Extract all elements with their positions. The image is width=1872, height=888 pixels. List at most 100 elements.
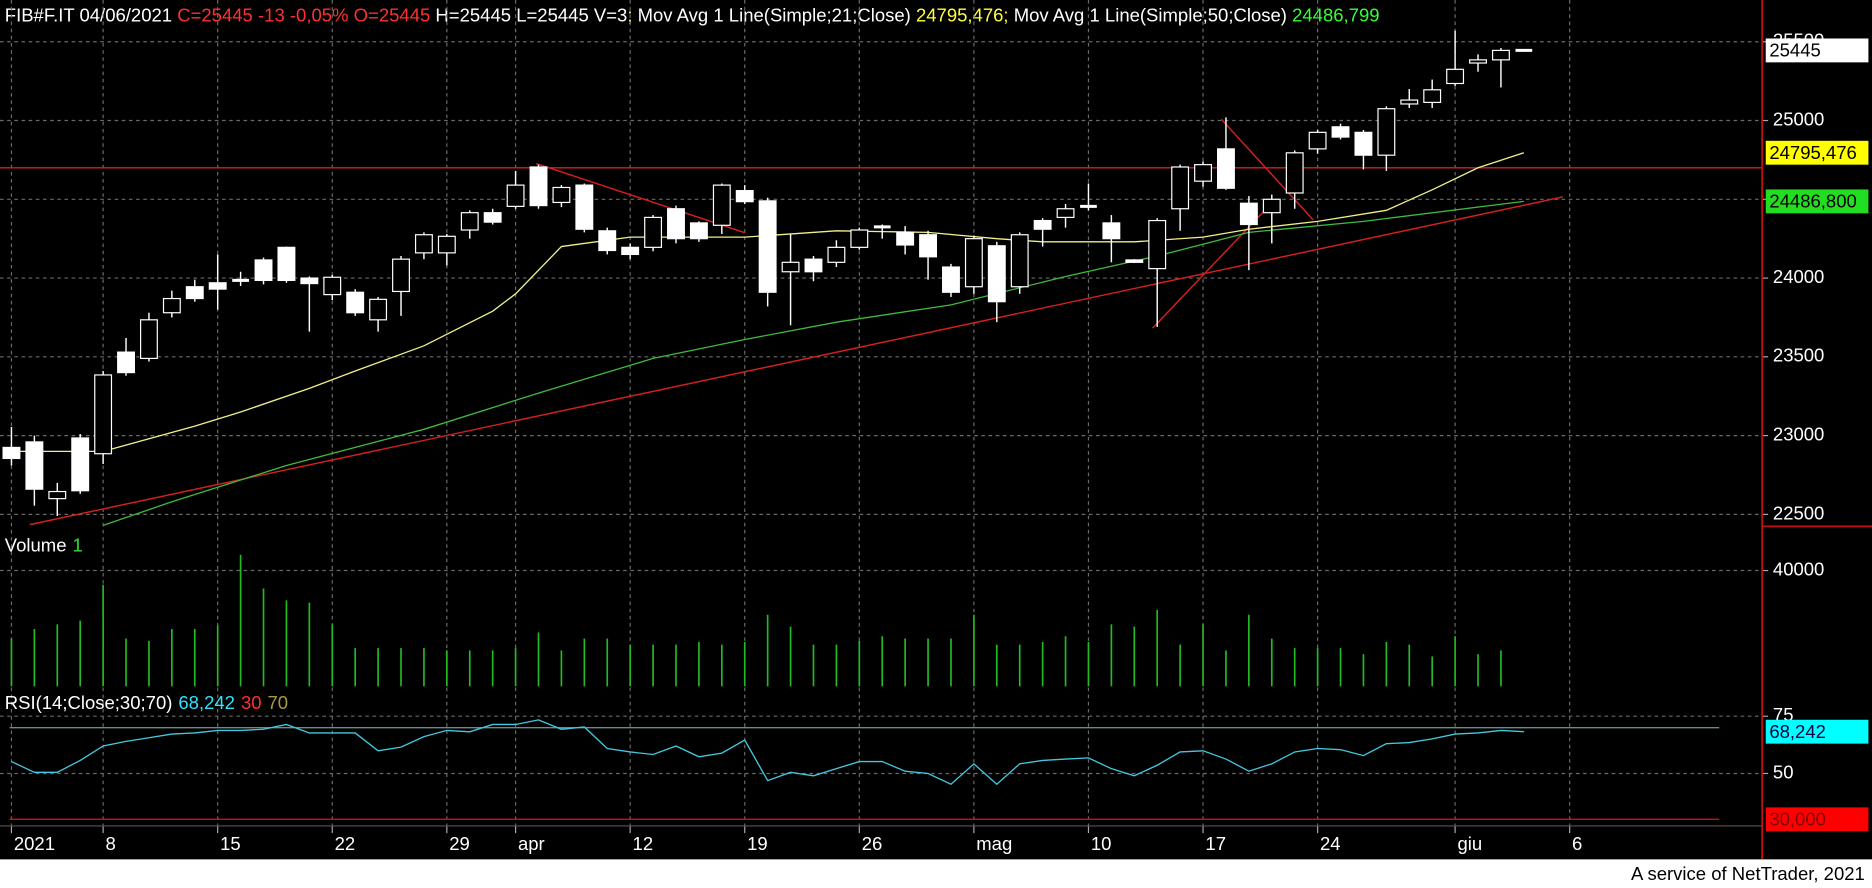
candle-body — [139, 319, 158, 360]
candle-body — [735, 190, 754, 203]
value-box — [1765, 807, 1869, 832]
candle-body — [827, 246, 846, 263]
candle-body — [1423, 89, 1442, 104]
value-box-label: 24486,800 — [1769, 190, 1856, 211]
x-tick-label: 22 — [335, 833, 356, 854]
candle-body — [1056, 208, 1075, 219]
candle-body — [712, 184, 731, 226]
candle-body — [506, 184, 525, 207]
x-tick-label: mag — [976, 833, 1012, 854]
candle-body — [71, 437, 90, 492]
candle-body — [621, 246, 640, 256]
candle-body — [94, 374, 113, 455]
candle-body — [117, 351, 135, 374]
value-box-label: 30,000 — [1769, 808, 1826, 829]
candle-body — [529, 166, 548, 207]
candle-body — [48, 490, 67, 500]
candle-body — [185, 286, 204, 300]
candle-body — [437, 235, 456, 254]
candle-body — [1262, 198, 1281, 214]
candle-body — [1010, 234, 1029, 288]
panel-legend-value: 1 — [72, 535, 82, 556]
header-segment: FIB#F.IT 04/06/2021 — [5, 5, 177, 26]
value-box — [1765, 719, 1869, 744]
candle-body — [208, 282, 227, 290]
candle-body — [919, 234, 938, 258]
trend-line — [535, 162, 745, 234]
rsi-line — [11, 719, 1524, 786]
x-tick-label: 2021 — [14, 833, 55, 854]
candle-body — [1285, 152, 1304, 194]
candle-body — [1469, 59, 1487, 64]
header-segment: Mov Avg 1 Line(Simple;21;Close) — [638, 5, 916, 26]
candle-body — [1148, 219, 1167, 270]
header-segment: 24795,476 — [916, 5, 1003, 26]
candle-body — [1239, 202, 1258, 226]
background — [0, 0, 1872, 859]
candle-body — [323, 276, 342, 296]
candle-body — [942, 266, 960, 293]
header-segment: ; — [627, 5, 637, 26]
panel-title-text: Volume — [5, 535, 67, 556]
candle-body — [277, 246, 296, 282]
candle-body — [598, 230, 617, 252]
candle-body — [850, 229, 869, 248]
footer-bar — [0, 859, 1872, 888]
value-box — [1765, 189, 1869, 214]
candle-body — [1102, 222, 1121, 240]
x-tick-label: 12 — [633, 833, 654, 854]
candle-body — [1216, 148, 1235, 189]
panel-legend-value: 30 — [241, 692, 262, 713]
panel-legend-value: 68,242 — [178, 692, 235, 713]
x-tick-label: 29 — [449, 833, 470, 854]
candle-body — [1194, 164, 1212, 182]
candle-body — [896, 231, 915, 246]
candle-body — [804, 258, 823, 273]
x-tick-label: 15 — [220, 833, 241, 854]
y-tick-label: 40000 — [1773, 558, 1824, 579]
x-tick-label: 10 — [1091, 833, 1112, 854]
candle-body — [1308, 131, 1327, 150]
x-tick-label: giu — [1457, 833, 1482, 854]
candle-body — [254, 259, 273, 282]
y-tick-label: 23500 — [1773, 345, 1824, 366]
panel-title: RSI(14;Close;30;70) 68,242 30 70 — [5, 692, 288, 713]
candle-body — [552, 186, 571, 204]
panel-title-text: RSI(14;Close;30;70) — [5, 692, 173, 713]
header-segment: H=25445 L=25445 V=3 — [430, 5, 627, 26]
candle-body — [369, 298, 388, 321]
value-box-label: 68,242 — [1769, 721, 1826, 742]
trend-line — [29, 196, 1563, 526]
panel-title: Volume 1 — [5, 535, 83, 556]
header: FIB#F.IT 04/06/2021 C=25445 -13 -0,05% O… — [5, 5, 1380, 26]
value-box-label: 24795,476 — [1769, 142, 1856, 163]
x-tick-label: 8 — [106, 833, 116, 854]
header-segment: C=25445 -13 -0,05% O=25445 — [177, 5, 430, 26]
candle-body — [758, 200, 777, 293]
y-tick-label: 24000 — [1773, 266, 1824, 287]
candle-body — [1033, 219, 1052, 230]
candle-body — [300, 277, 319, 285]
header-segment: ; — [1003, 5, 1013, 26]
candle-body — [346, 291, 365, 314]
candle-body — [964, 238, 983, 288]
candle-body — [414, 234, 433, 254]
value-box — [1765, 140, 1869, 165]
y-tick-label: 25000 — [1773, 108, 1824, 129]
candle-body — [460, 212, 479, 231]
x-tick-label: 17 — [1205, 833, 1226, 854]
footer: A service of NetTrader, 2021 — [1631, 863, 1865, 884]
candle-body — [1171, 166, 1190, 210]
candle-body — [689, 222, 708, 240]
y-tick-label: 23000 — [1773, 424, 1824, 445]
candle-body — [1331, 126, 1350, 138]
y-tick-label: 50 — [1773, 761, 1794, 782]
header-segment: 24486,799 — [1292, 5, 1379, 26]
x-tick-label: 26 — [862, 833, 883, 854]
candle-body — [2, 446, 21, 460]
candle-body — [25, 441, 44, 490]
candle-body — [1125, 259, 1144, 263]
value-box-label: 25445 — [1769, 39, 1820, 60]
value-box — [1765, 38, 1869, 63]
candle-body — [483, 212, 502, 223]
